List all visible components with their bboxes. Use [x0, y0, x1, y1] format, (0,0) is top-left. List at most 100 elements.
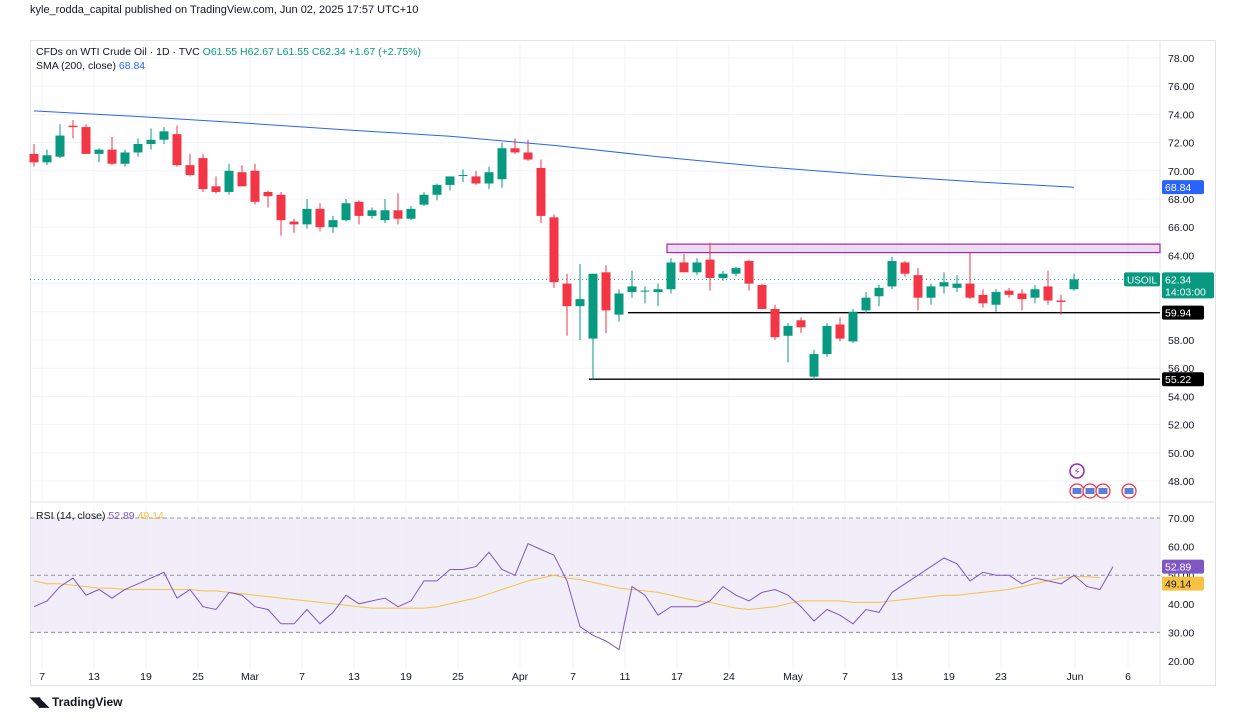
candle-body [757, 285, 767, 309]
support-price-tag-bg [1162, 305, 1204, 320]
rsi-ma-tag: 49.14 [1165, 579, 1191, 591]
x-tick-label: 7 [570, 671, 576, 683]
candle-body [614, 293, 624, 315]
candle-body [302, 208, 312, 225]
resistance-zone [666, 243, 1161, 254]
candle-body [484, 172, 494, 184]
candle-body [263, 191, 273, 197]
price-tick-label: 64.00 [1168, 250, 1194, 262]
candle-body [159, 131, 169, 140]
rsi-value: 52.89 [108, 510, 135, 522]
tradingview-footer[interactable]: ◥◣ TradingView [30, 694, 122, 710]
candle-body [900, 262, 910, 274]
x-tick-label: 13 [348, 671, 360, 683]
support-price-tag: 59.94 [1165, 308, 1191, 320]
price-tick-label: 58.00 [1168, 335, 1194, 347]
rsi-tick-label: 30.00 [1168, 627, 1194, 639]
sma-price-tag: 68.84 [1165, 182, 1191, 194]
candle-body [1056, 300, 1066, 302]
tradingview-logo-icon: ◥◣ [30, 694, 49, 709]
candle-body [926, 286, 936, 298]
rsi-ma-tag-bg [1162, 576, 1204, 591]
publisher-line: kyle_rodda_capital published on TradingV… [30, 4, 419, 16]
candle-body [354, 201, 364, 216]
candle-body [81, 127, 91, 154]
candle-body [887, 261, 897, 287]
price-tick-label: 66.00 [1168, 222, 1194, 234]
x-tick-label: Mar [241, 671, 260, 683]
candle-body [744, 261, 754, 284]
candle-body [627, 286, 637, 293]
candle-body [978, 294, 988, 304]
candle-body [328, 220, 338, 228]
x-tick-label: 19 [140, 671, 152, 683]
rsi-ma-line [33, 574, 1101, 611]
x-tick-label: 7 [842, 671, 848, 683]
candle-body [250, 170, 260, 202]
rsi-line [33, 543, 1114, 651]
price-tick-label: 74.00 [1168, 109, 1194, 121]
candle-body [991, 292, 1001, 305]
rsi-tick-label: 60.00 [1168, 542, 1194, 554]
x-tick-label: Jun [1067, 671, 1084, 683]
candle-body [679, 262, 689, 273]
chart-frame [30, 40, 1216, 686]
sma-value: 68.84 [118, 60, 146, 72]
candle-body [666, 262, 676, 290]
x-tick-label: 17 [671, 671, 683, 683]
candle-body [198, 158, 208, 190]
x-tick-label: 24 [723, 671, 735, 683]
rsi-ma-value: 49.14 [137, 510, 164, 522]
candle-body [796, 320, 806, 328]
flag-stripe-icon [1098, 488, 1108, 494]
x-tick-label: 7 [299, 671, 305, 683]
candle-body [315, 208, 325, 228]
rsi-legend: RSI (14, close) 52.89 49.14 [36, 510, 164, 522]
candle-body [497, 148, 507, 180]
symbol-label[interactable]: CFDs on WTI Crude Oil · 1D · TVC [36, 46, 200, 58]
rsi-tick-label: 20.00 [1168, 656, 1194, 668]
sma-price-tag-bg [1162, 180, 1204, 195]
candle-body [692, 262, 702, 273]
rsi-tick-label: 70.00 [1168, 513, 1194, 525]
candle-body [1017, 293, 1027, 300]
candle-body [653, 289, 663, 293]
symbol-tag: USOIL [1127, 275, 1157, 286]
candle-body [809, 354, 819, 377]
last-price-value: 62.34 [1165, 274, 1191, 286]
candle-body [289, 221, 299, 225]
candle-body [1004, 290, 1014, 295]
candle-body [380, 210, 390, 221]
candle-body [601, 272, 611, 311]
rsi-value-tag: 52.89 [1165, 562, 1191, 574]
support-price-tag: 55.22 [1165, 374, 1191, 386]
flag-stripe-icon [1124, 488, 1134, 494]
dividend-event-icon [1069, 463, 1085, 479]
price-tick-label: 72.00 [1168, 138, 1194, 150]
candle-body [588, 273, 598, 339]
x-tick-label: May [783, 671, 804, 683]
candle-body [562, 283, 572, 307]
sma-label[interactable]: SMA (200, close) [36, 60, 116, 72]
price-tick-label: 76.00 [1168, 81, 1194, 93]
lightning-icon: ⚡ [1073, 467, 1080, 478]
candle-body [185, 165, 195, 176]
x-tick-label: 7 [39, 671, 45, 683]
candle-body [523, 152, 533, 160]
price-tick-label: 54.00 [1168, 391, 1194, 403]
x-tick-label: 25 [452, 671, 464, 683]
support-price-tag-bg [1162, 372, 1204, 387]
x-tick-label: Apr [512, 671, 529, 683]
x-tick-label: 6 [1125, 671, 1131, 683]
rsi-label[interactable]: RSI (14, close) [36, 510, 106, 522]
candle-body [120, 152, 130, 164]
price-tick-label: 52.00 [1168, 420, 1194, 432]
candle-body [367, 210, 377, 216]
sma-200-line [33, 110, 1075, 188]
candle-body [861, 297, 871, 311]
candle-body [107, 149, 117, 164]
candle-body [445, 176, 455, 185]
flag-stripe-icon [1085, 488, 1095, 494]
candle-body [1069, 279, 1079, 290]
